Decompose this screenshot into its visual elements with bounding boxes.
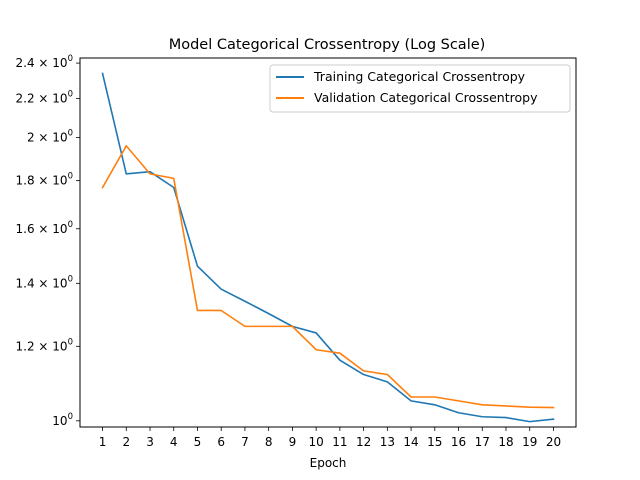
x-tick-label: 15 [427,435,442,449]
x-tick-label: 12 [356,435,371,449]
x-tick-label: 4 [170,435,178,449]
y-tick-label: 100 [52,412,73,428]
y-axis: 100 1.2 × 100 1.4 × 100 1.6 × 100 1.8 × 100 2… [16,54,80,428]
y-tick-label: 1.4 × 100 [16,274,73,290]
legend-label-training: Training Categorical Crossentropy [313,69,526,84]
x-tick-label: 17 [475,435,490,449]
y-tick-label: 1.2 × 100 [16,337,73,353]
y-tick-label: 2 × 100 [27,129,73,145]
y-tick-label: 2.2 × 100 [16,90,73,106]
x-tick-label: 1 [99,435,107,449]
x-tick-label: 6 [217,435,225,449]
legend: Training Categorical Crossentropy Valida… [269,64,571,113]
x-tick-label: 8 [265,435,273,449]
x-tick-label: 14 [403,435,418,449]
x-tick-label: 19 [522,435,537,449]
x-tick-label: 13 [380,435,395,449]
x-tick-label: 7 [241,435,249,449]
x-tick-label: 10 [308,435,323,449]
y-tick-label: 1.8 × 100 [16,172,73,188]
x-tick-label: 20 [546,435,561,449]
legend-box [269,64,571,113]
plot-frame [79,57,577,428]
x-axis: 1 2 3 4 5 6 7 8 9 10 11 12 13 14 15 16 17 18 19 20 [99,427,561,449]
chart-title: Model Categorical Crossentropy (Log Scal… [169,37,486,53]
x-tick-label: 3 [146,435,154,449]
y-tick-label: 2.4 × 100 [16,54,73,70]
x-tick-label: 5 [194,435,202,449]
x-tick-label: 9 [289,435,297,449]
x-tick-label: 16 [451,435,466,449]
x-tick-label: 18 [498,435,513,449]
x-tick-label: 11 [332,435,347,449]
x-axis-label: Epoch [310,456,347,470]
validation-series-line [101,145,555,409]
y-tick-label: 1.6 × 100 [16,220,73,236]
series-layer [101,72,555,423]
legend-label-validation: Validation Categorical Crossentropy [314,90,538,105]
x-tick-label: 2 [122,435,130,449]
